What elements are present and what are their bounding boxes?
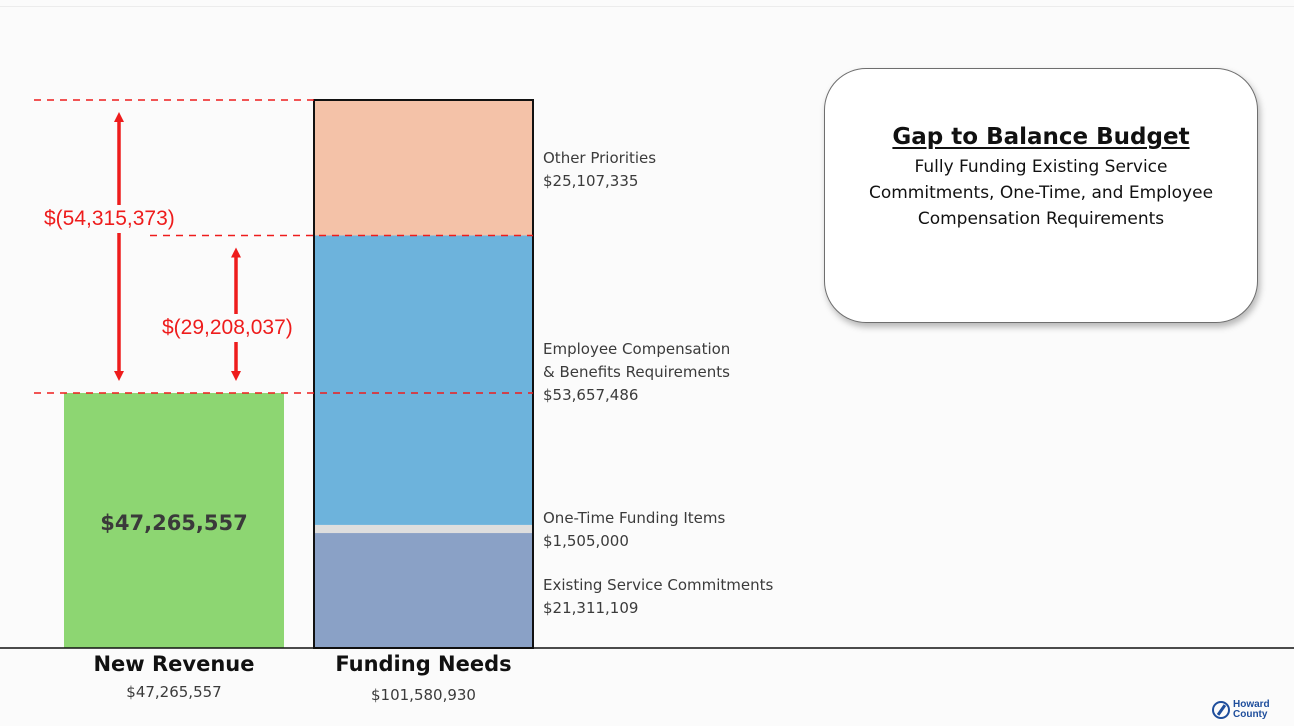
label-existing-service: Existing Service Commitments $21,311,109 xyxy=(543,574,773,620)
label-other-priorities-value: $25,107,335 xyxy=(543,172,639,190)
gap-arrow-compensation-head-up xyxy=(231,247,241,258)
logo-mark-icon xyxy=(1212,701,1230,719)
label-employee-compensation-name-2: & Benefits Requirements xyxy=(543,363,730,381)
label-other-priorities: Other Priorities $25,107,335 xyxy=(543,147,656,193)
bar-segment-new-revenue xyxy=(64,393,284,648)
label-one-time-funding: One-Time Funding Items $1,505,000 xyxy=(543,507,725,553)
bar-segment-other-priorities xyxy=(314,100,533,236)
gap-label-total: $(54,315,373) xyxy=(44,205,175,233)
label-other-priorities-name: Other Priorities xyxy=(543,149,657,167)
gap-arrow-total-head-up xyxy=(114,112,124,122)
label-one-time-funding-name: One-Time Funding Items xyxy=(543,509,726,527)
gap-arrow-total-head-down xyxy=(114,371,124,382)
category-new-revenue-total: $47,265,557 xyxy=(126,683,222,701)
label-existing-service-value: $21,311,109 xyxy=(543,599,639,617)
label-existing-service-name: Existing Service Commitments xyxy=(543,576,774,594)
bar-segment-employee-compensation-benefits-requirements xyxy=(314,235,533,525)
bar-segment-existing-service-commitments xyxy=(314,533,533,648)
label-employee-compensation-name-1: Employee Compensation xyxy=(543,340,731,358)
gap-arrow-compensation-head-down xyxy=(231,371,241,382)
bar-segment-one-time-funding-items xyxy=(314,524,533,534)
logo-line-1: Howard xyxy=(1233,699,1270,710)
top-divider xyxy=(0,6,1294,7)
howard-county-logo: Howard County xyxy=(1212,698,1270,722)
new-revenue-bar-value: $47,265,557 xyxy=(100,511,248,535)
callout-body: Fully Funding Existing Service Commitmen… xyxy=(868,157,1214,229)
gap-callout-box: Gap to Balance Budget Fully Funding Exis… xyxy=(824,68,1258,323)
gap-arrow-total xyxy=(114,112,124,382)
logo-text: Howard County xyxy=(1233,700,1270,720)
gap-label-compensation: $(29,208,037) xyxy=(162,314,293,342)
label-employee-compensation-value: $53,657,486 xyxy=(543,386,639,404)
logo-line-2: County xyxy=(1233,709,1268,720)
label-one-time-funding-value: $1,505,000 xyxy=(543,532,629,550)
category-funding-needs: Funding Needs xyxy=(335,652,512,676)
callout-title: Gap to Balance Budget xyxy=(892,124,1190,150)
category-new-revenue: New Revenue xyxy=(93,652,255,676)
label-employee-compensation: Employee Compensation & Benefits Require… xyxy=(543,338,730,407)
category-funding-needs-total: $101,580,930 xyxy=(371,686,476,704)
